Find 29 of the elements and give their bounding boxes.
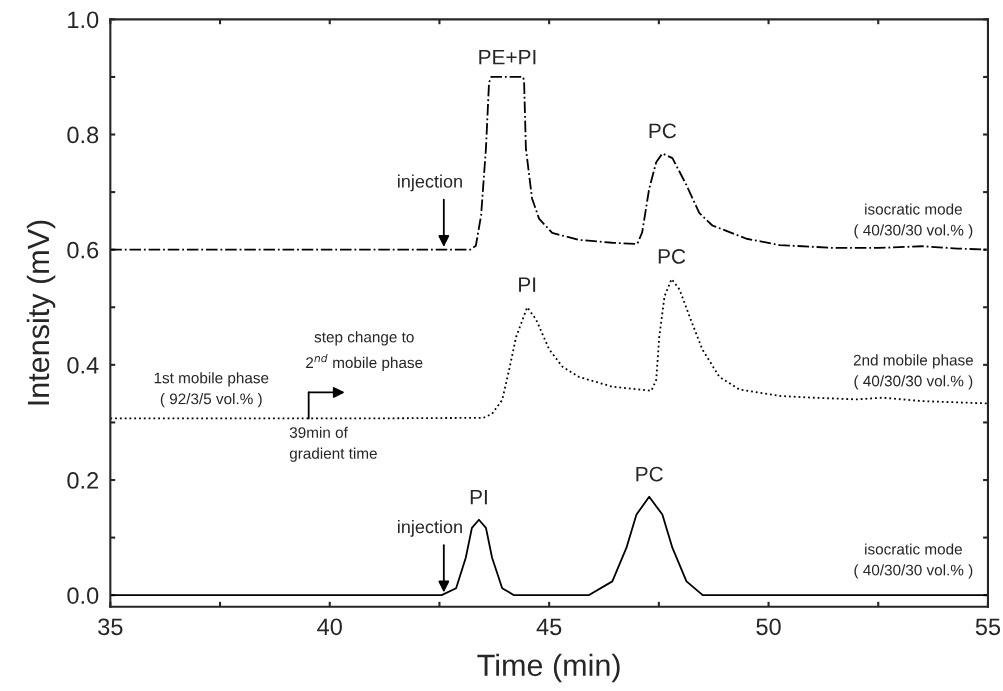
annotation: injection bbox=[398, 520, 462, 537]
x-tick-label: 45 bbox=[536, 618, 562, 636]
x-tick-label: 55 bbox=[975, 618, 1001, 636]
y-axis-title: Intensity (mV) bbox=[26, 220, 56, 405]
x-tick-label: 35 bbox=[98, 618, 123, 636]
x-axis-title: Time (min) bbox=[477, 653, 620, 683]
annotation: step change to 2$^{nd}$ mobile phase bbox=[306, 331, 423, 372]
y-tick-label: 0.6 bbox=[67, 241, 99, 259]
x-tick-label: 40 bbox=[317, 618, 342, 636]
x-tick-label: 50 bbox=[756, 618, 781, 636]
annotation: PI bbox=[519, 277, 536, 292]
annotation: isocratic mode ( 40/30/30 vol.% ) bbox=[854, 543, 973, 579]
annotation: 39min of gradient time bbox=[289, 426, 377, 462]
y-tick-label: 0.4 bbox=[67, 356, 99, 374]
annotation: isocratic mode ( 40/30/30 vol.% ) bbox=[854, 203, 973, 239]
annotation: PI bbox=[470, 489, 487, 505]
line-series bbox=[110, 76, 988, 251]
annotation: PC bbox=[649, 123, 677, 139]
y-tick-label: 0.8 bbox=[67, 126, 99, 144]
annotation: PC bbox=[658, 249, 686, 264]
y-tick-label: 0.2 bbox=[67, 472, 99, 489]
y-tick-label: 1.0 bbox=[68, 11, 99, 29]
annotation: 1st mobile phase ( 92/3/5 vol.% ) bbox=[154, 372, 269, 408]
annotation: injection bbox=[398, 174, 462, 192]
annotation: PE+PI bbox=[479, 49, 536, 65]
line-series bbox=[110, 278, 988, 420]
annotation: PC bbox=[636, 466, 663, 482]
y-tick-label: 0.0 bbox=[67, 587, 99, 604]
annotation: 2nd mobile phase ( 40/30/30 vol.% ) bbox=[853, 354, 973, 390]
